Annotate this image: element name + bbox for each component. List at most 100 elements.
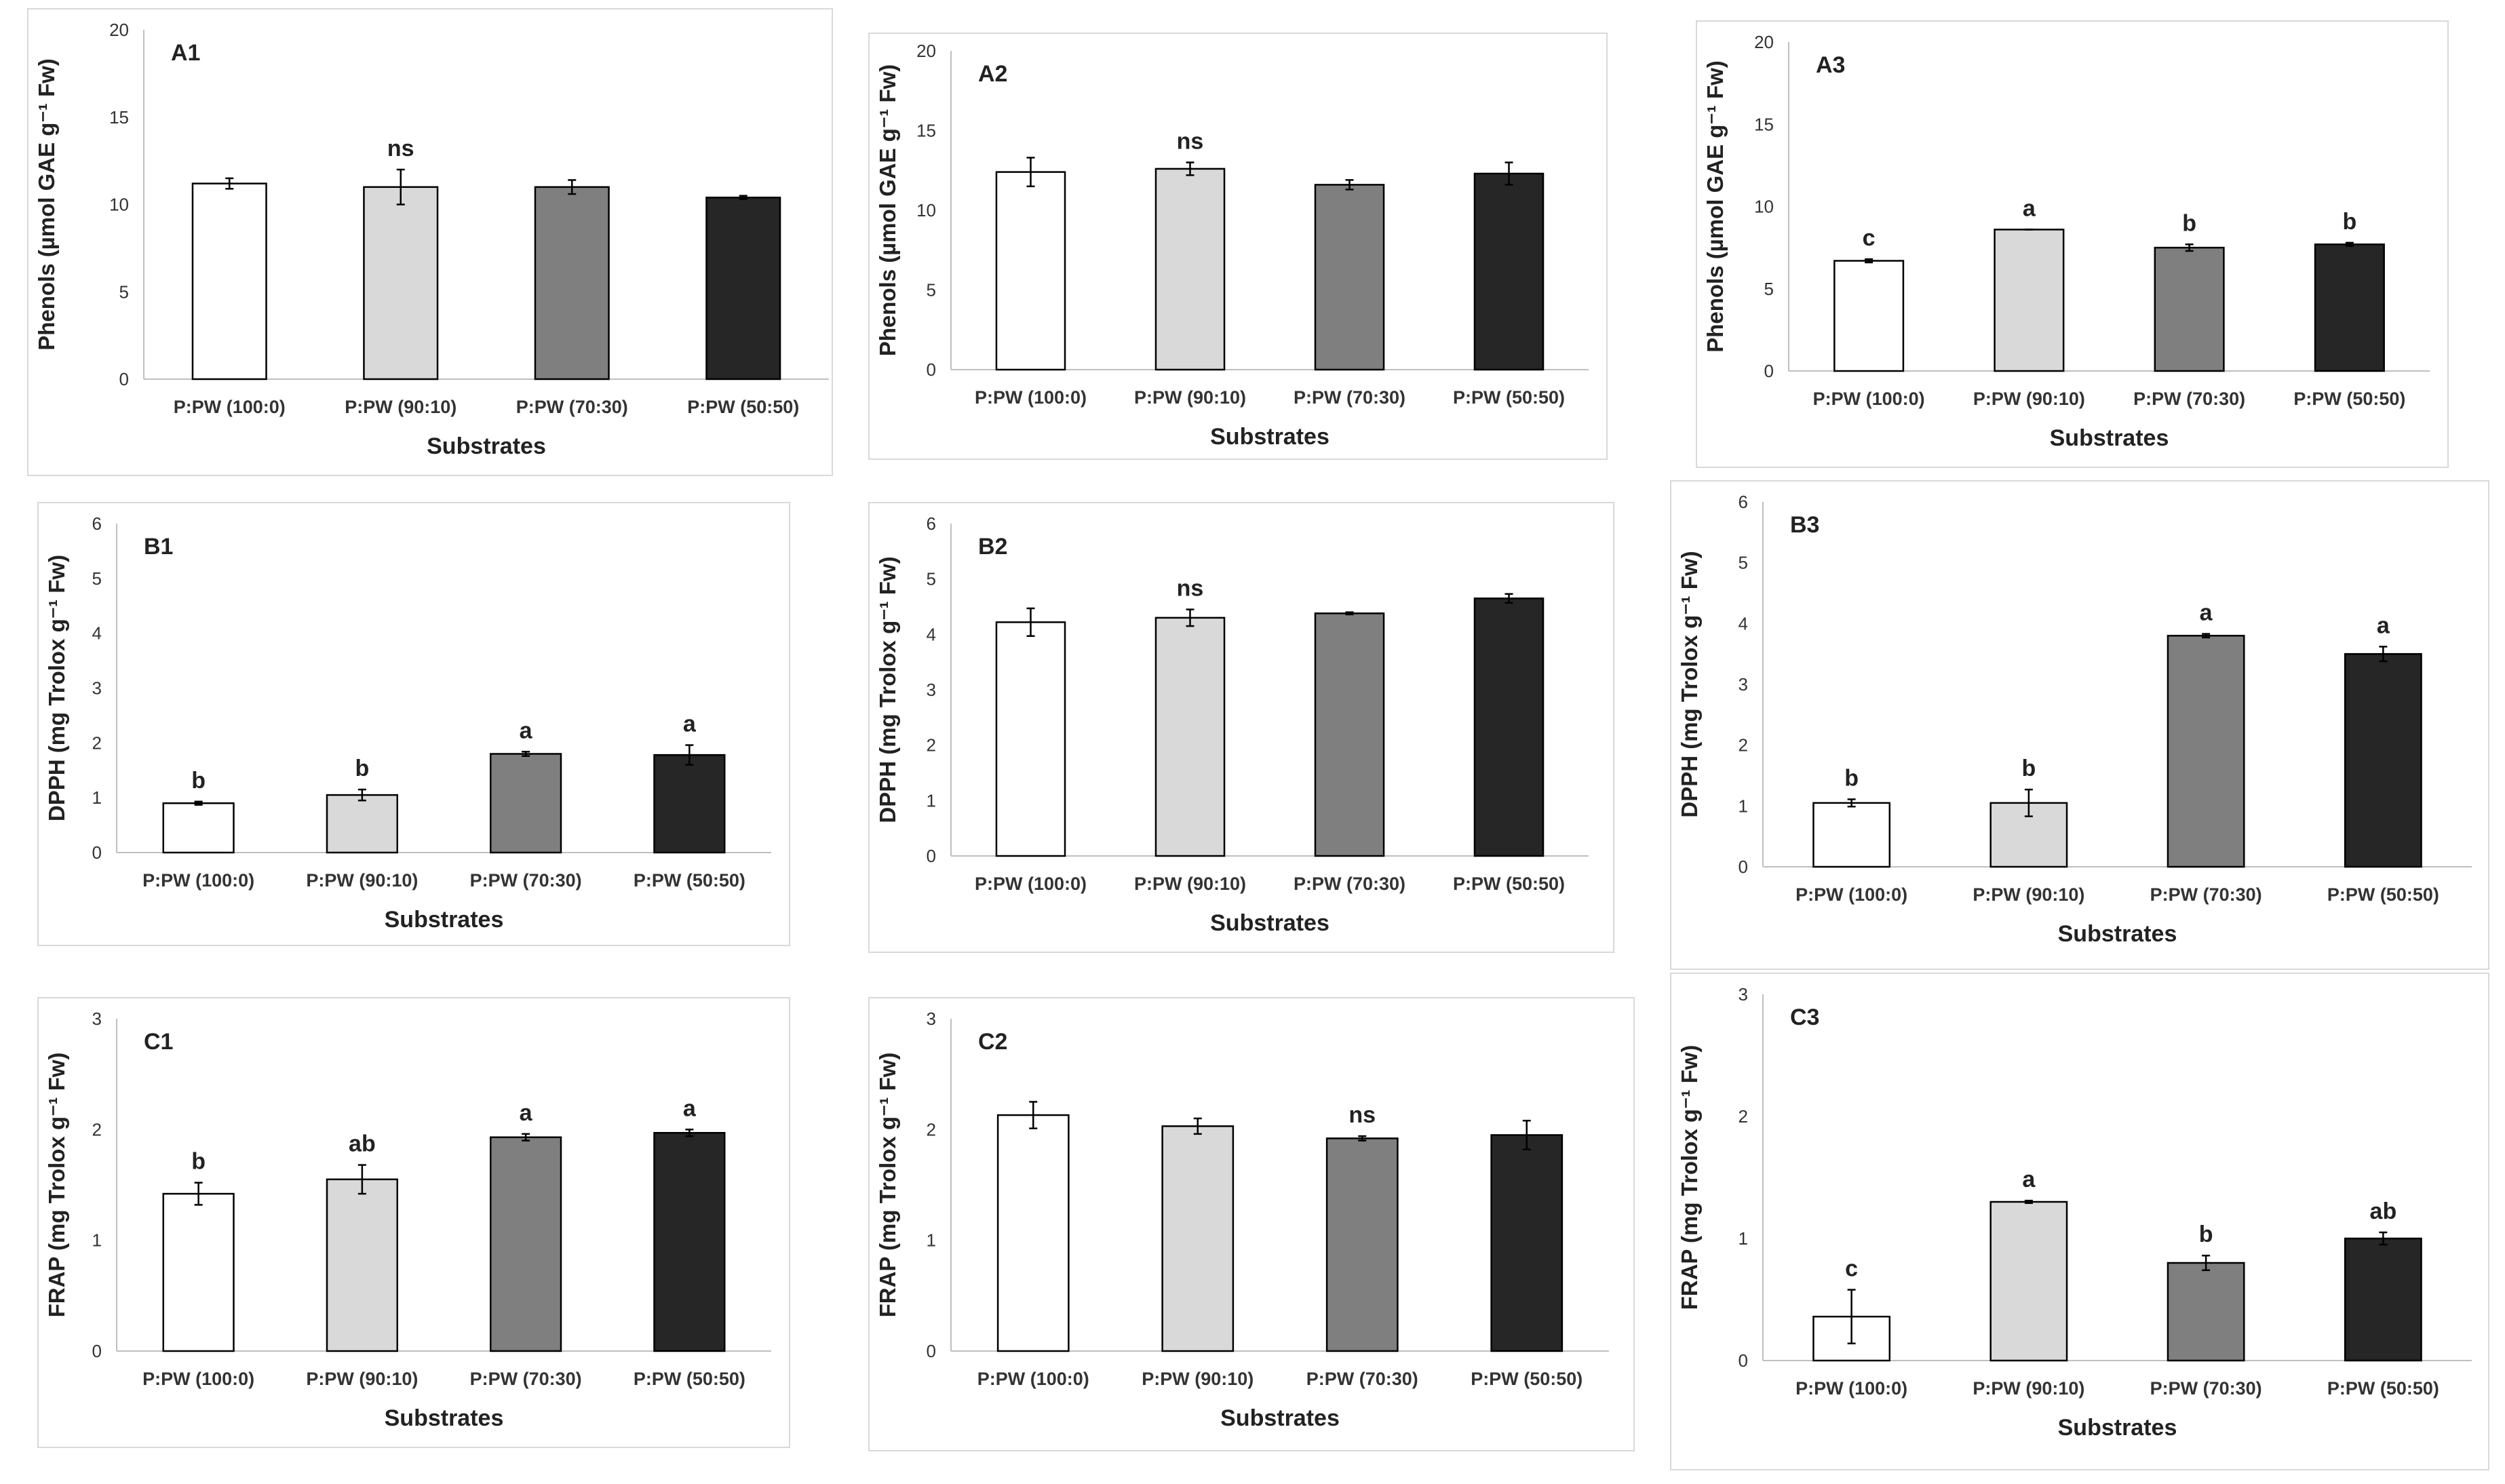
bar-1 [162,802,235,854]
y-tick-label: 5 [1739,553,1748,573]
y-tick-label: 6 [927,513,936,534]
bar-3 [2154,246,2225,372]
y-tick-label: 2 [92,733,102,753]
y-tick-label: 5 [1764,279,1774,299]
x-tick-label: P:PW (90:10) [1973,884,2084,905]
chart-svg-b3: 0 1 2 3 4 5 6 b P:PW (100:0) b P:PW (90:10) a P:PW (… [1677,492,2472,947]
bar-2 [1994,229,2065,372]
x-tick-label: P:PW (50:50) [1453,874,1565,894]
bar-3 [490,753,562,854]
bar-2 [1989,1200,2068,1362]
bar-2 [1154,168,1226,371]
chart-svg-c1: 0 1 2 3 b P:PW (100:0) ab P:PW (90:10) a P:PW (70… [44,1009,771,1431]
y-axis-title: FRAP (mg Trolox g⁻¹ Fw) [44,1053,69,1318]
bar-3 [1314,184,1385,371]
x-tick-label: P:PW (100:0) [977,1369,1089,1389]
chart-panel-c2: 0 1 2 3 P:PW (100:0) P:PW (90:10) ns P:PW (70:3… [868,997,1635,1451]
chart-svg-a3: 0 5 10 15 20 c P:PW (100:0) a P:PW (90:10) b P:PW … [1703,32,2430,451]
bar-4 [1473,598,1545,857]
chart-panel-c1: 0 1 2 3 b P:PW (100:0) ab P:PW (90:10) a P:PW (70… [37,997,790,1448]
x-tick-label: P:PW (50:50) [687,397,799,417]
x-axis-title: Substrates [385,907,504,933]
x-tick-label: P:PW (100:0) [975,874,1087,894]
significance-label: a [2023,195,2036,221]
chart-svg-b2: 0 1 2 3 4 5 6 P:PW (100:0) ns P:PW (90:10) P:PW (7… [875,513,1589,936]
panel-label-c3: C3 [1790,1004,1819,1030]
y-tick-label: 0 [92,1341,102,1361]
bar-4 [653,1131,726,1352]
bar-1 [996,1114,1070,1352]
y-tick-label: 0 [1764,361,1774,381]
y-tick-label: 1 [1739,796,1748,816]
panel-label-a2: A2 [978,61,1007,87]
x-axis-title: Substrates [2058,1415,2177,1441]
significance-label: ab [2370,1198,2397,1224]
bar-3 [534,186,610,380]
significance-label: b [2199,1222,2213,1247]
x-tick-label: P:PW (100:0) [1795,884,1907,905]
bar-2 [1154,617,1226,857]
y-tick-label: 15 [1754,114,1774,134]
bar-2 [326,794,398,854]
y-tick-label: 3 [927,680,936,700]
y-tick-label: 0 [927,846,936,866]
significance-label: a [683,711,697,737]
y-tick-label: 5 [927,280,936,300]
x-axis-title: Substrates [1210,910,1329,936]
y-tick-label: 3 [1739,984,1748,1004]
y-axis-title: Phenols (µmol GAE g⁻¹ Fw) [34,58,59,351]
significance-label: a [520,718,533,743]
significance-label: c [1845,1256,1858,1282]
y-tick-label: 3 [92,678,102,699]
y-tick-label: 5 [927,569,936,589]
x-tick-label: P:PW (50:50) [1453,387,1565,408]
x-tick-label: P:PW (90:10) [306,870,418,891]
bar-4 [653,754,726,854]
significance-label: a [2377,612,2390,638]
y-tick-label: 0 [1739,857,1748,877]
y-tick-label: 10 [109,195,129,215]
chart-panel-a2: 0 5 10 15 20 P:PW (100:0) ns P:PW (90:10) P:PW (… [868,33,1608,460]
bar-4 [1473,172,1545,371]
y-tick-label: 1 [927,790,936,811]
bar-1 [162,1192,235,1352]
significance-label: a [2022,1167,2036,1192]
y-tick-label: 2 [1739,1106,1748,1127]
chart-svg-b1: 0 1 2 3 4 5 6 b P:PW (100:0) b P:PW (90:10) a P:PW (… [44,513,771,933]
chart-svg-c2: 0 1 2 3 P:PW (100:0) P:PW (90:10) ns P:PW (70:3… [875,1009,1609,1431]
y-tick-label: 2 [927,735,936,756]
chart-panel-c3: 0 1 2 3 c P:PW (100:0) a P:PW (90:10) b P:PW (70:… [1670,973,2489,1470]
y-tick-label: 2 [92,1119,102,1139]
x-tick-label: P:PW (100:0) [1795,1378,1907,1399]
x-axis-title: Substrates [2050,425,2169,451]
x-tick-label: P:PW (100:0) [975,387,1087,408]
y-tick-label: 2 [1739,735,1748,756]
x-tick-label: P:PW (70:30) [470,870,582,891]
bar-4 [2314,243,2385,372]
bar-4 [2344,652,2422,868]
y-axis-title: Phenols (µmol GAE g⁻¹ Fw) [875,64,900,357]
panel-label-b2: B2 [978,534,1007,560]
panel-label-b3: B3 [1790,512,1819,538]
significance-label: a [683,1095,697,1121]
chart-panel-a3: 0 5 10 15 20 c P:PW (100:0) a P:PW (90:10) b P:PW … [1696,20,2449,468]
bar-2 [1161,1125,1235,1352]
bar-1 [1833,260,1905,372]
y-tick-label: 5 [119,281,129,302]
x-tick-label: P:PW (70:30) [2150,884,2262,905]
x-tick-label: P:PW (90:10) [1134,387,1246,408]
bar-2 [326,1178,398,1352]
y-tick-label: 0 [92,842,102,863]
significance-label: ns [1177,576,1204,602]
x-tick-label: P:PW (70:30) [2150,1378,2262,1399]
significance-label: a [520,1100,533,1126]
x-tick-label: P:PW (50:50) [2327,1378,2439,1399]
bar-4 [2344,1237,2422,1362]
x-axis-title: Substrates [1220,1405,1340,1431]
x-tick-label: P:PW (70:30) [1294,874,1405,894]
x-tick-label: P:PW (90:10) [1142,1369,1254,1389]
y-tick-label: 3 [927,1009,936,1029]
x-tick-label: P:PW (50:50) [1471,1369,1582,1389]
panel-label-c1: C1 [144,1029,173,1055]
significance-label: b [191,768,206,794]
